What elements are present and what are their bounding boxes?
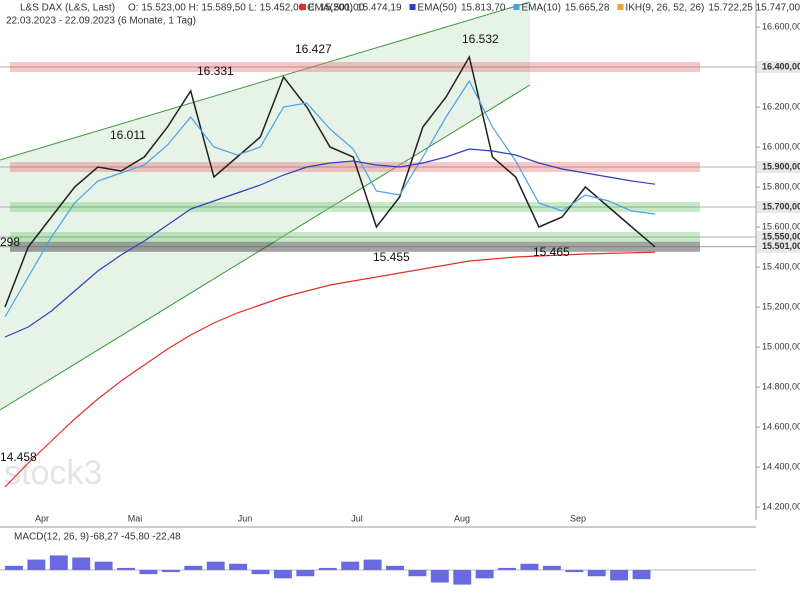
annotation: 16.331 (197, 64, 234, 78)
legend-name: IKH(9, 26, 52, 26) (625, 3, 704, 14)
macd-bar (27, 559, 46, 570)
macd-bar (610, 570, 629, 581)
macd-bar (430, 570, 449, 583)
level-label: 16.400,00 (762, 61, 800, 71)
macd-bar (72, 557, 91, 570)
x-tick-label: Aug (454, 513, 470, 523)
macd-bar (408, 570, 427, 577)
macd-bar (251, 570, 270, 575)
legend-name: EMA(200) (308, 3, 353, 14)
level-tag (757, 240, 800, 253)
macd-bar (475, 570, 494, 579)
macd-bar (341, 561, 360, 570)
ohlc: O: 15.523,00 H: 15.589,50 L: 15.452,00 C… (128, 3, 365, 14)
y-tick-label: 15.400,00 (762, 261, 800, 271)
macd-bar (520, 563, 539, 570)
channel-line (0, 1, 531, 161)
macd-bar (184, 565, 203, 570)
macd-bar (632, 570, 651, 580)
annotation: 14.458 (0, 450, 37, 464)
legend-name: EMA(50) (418, 3, 457, 14)
price-line (4, 148, 656, 338)
macd-bar (498, 567, 517, 570)
macd-bar (161, 570, 180, 573)
macd-bar (206, 561, 225, 570)
legend-value: 15.665,28 (565, 3, 610, 14)
price-line (4, 79, 656, 318)
subtitle: 22.03.2023 - 22.09.2023 (6 Monate, 1 Tag… (6, 16, 196, 27)
legend-swatch (300, 4, 306, 10)
level-tag (757, 61, 800, 73)
level-tag (757, 201, 800, 213)
annotation: 16.532 (462, 32, 499, 46)
price-line (4, 251, 656, 488)
level-tag (757, 231, 800, 243)
legend-value: 15.722,25 15.747,00 15.734,63 15.992,25 … (708, 3, 800, 14)
macd-bar (139, 570, 158, 575)
macd-bar (386, 565, 404, 570)
level-label: 15.501,00 (762, 241, 800, 251)
y-tick-label: 14.800,00 (762, 381, 800, 391)
y-tick-label: 16.200,00 (762, 101, 800, 111)
watermark: stock3 (4, 454, 102, 492)
macd-bar (542, 565, 561, 570)
macd-bar (587, 570, 606, 577)
macd-bar (318, 567, 337, 570)
macd-bar (453, 570, 472, 585)
annotation: 15.455 (373, 250, 410, 264)
level-tag (757, 161, 800, 173)
annotation: 298 (0, 235, 20, 249)
legend-value: 15.474,19 (357, 3, 402, 14)
x-tick-label: Jun (238, 513, 253, 523)
x-tick-label: Mai (128, 513, 143, 523)
annotation: 16.427 (295, 42, 332, 56)
x-tick-label: Jul (351, 513, 363, 523)
macd-bar (565, 570, 584, 573)
macd-bar (5, 565, 23, 570)
y-tick-label: 14.200,00 (762, 501, 800, 511)
macd-bar (296, 570, 315, 577)
y-tick-label: 16.600,00 (762, 21, 800, 31)
level-label: 15.900,00 (762, 161, 800, 171)
x-tick-label: Apr (35, 513, 49, 523)
legend-swatch (513, 4, 520, 10)
x-tick-label: Sep (570, 513, 586, 523)
trend-channel (0, 2, 530, 410)
channel-line (0, 84, 531, 411)
y-tick-label: 15.200,00 (762, 301, 800, 311)
legend-value: 15.813,70 (461, 3, 506, 14)
y-tick-label: 14.600,00 (762, 421, 800, 431)
y-tick-label: 15.000,00 (762, 341, 800, 351)
y-tick-label: 15.600,00 (762, 221, 800, 231)
y-tick-label: 14.400,00 (762, 461, 800, 471)
legend-name: EMA(10) (521, 3, 560, 14)
macd-values: -68,27 -45,80 -22,48 (90, 532, 181, 543)
annotation: 16.011 (110, 128, 146, 142)
macd-bar (273, 570, 292, 579)
macd-bar (49, 555, 68, 570)
macd-bar (94, 561, 113, 570)
chart-title: L&S DAX (L&S, Last) (20, 3, 115, 14)
y-tick-label: 15.800,00 (762, 181, 800, 191)
level-label: 15.550,00 (762, 231, 800, 241)
y-tick-label: 16.000,00 (762, 141, 800, 151)
annotation: 15.465 (533, 245, 570, 259)
price-line (4, 54, 656, 308)
macd-bar (117, 567, 135, 570)
level-label: 15.700,00 (762, 201, 800, 211)
macd-bar (229, 563, 248, 570)
macd-bar (363, 559, 382, 570)
legend-swatch (409, 4, 416, 10)
macd-title: MACD(12, 26, 9) (14, 532, 89, 543)
legend-swatch (617, 4, 624, 10)
